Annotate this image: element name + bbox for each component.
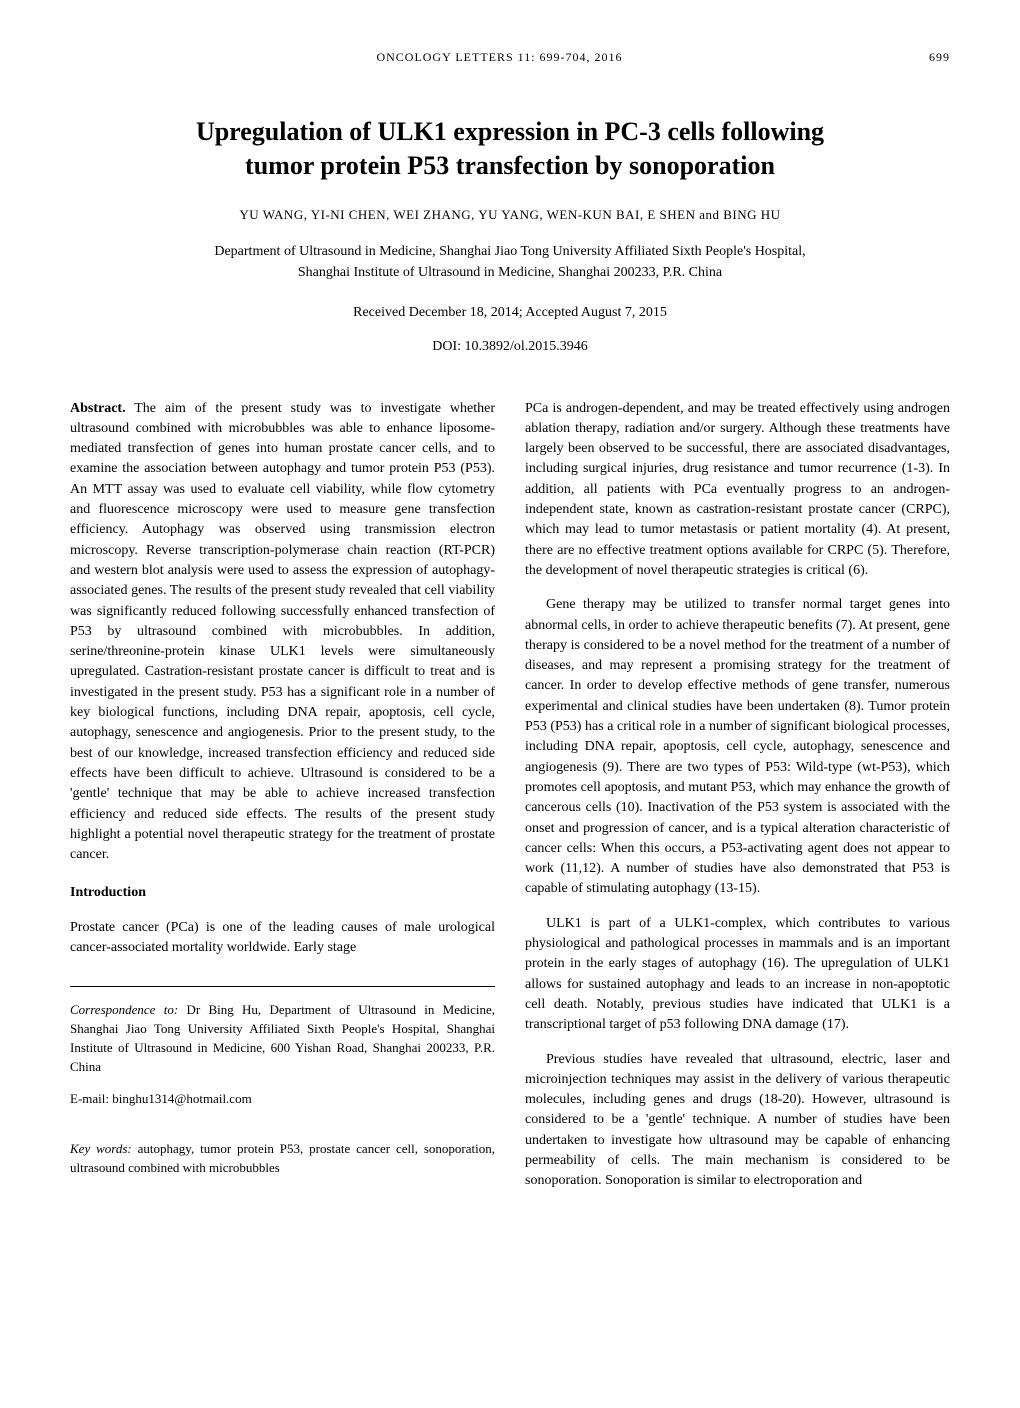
- footer-divider: [70, 986, 495, 987]
- email-value: binghu1314@hotmail.com: [112, 1091, 251, 1106]
- journal-header: ONCOLOGY LETTERS 11: 699-704, 2016 699: [70, 50, 950, 65]
- introduction-heading: Introduction: [70, 883, 495, 903]
- left-column: Abstract. The aim of the present study w…: [70, 385, 495, 1192]
- author-list: YU WANG, YI-NI CHEN, WEI ZHANG, YU YANG,…: [70, 207, 950, 223]
- right-para-1: PCa is androgen-dependent, and may be tr…: [525, 399, 950, 582]
- email-label: E-mail:: [70, 1091, 112, 1106]
- correspondence-label: Correspondence to:: [70, 1002, 178, 1017]
- affiliation-line-2: Shanghai Institute of Ultrasound in Medi…: [70, 262, 950, 283]
- keywords-paragraph: Key words: autophagy, tumor protein P53,…: [70, 1140, 495, 1178]
- abstract-paragraph: Abstract. The aim of the present study w…: [70, 399, 495, 866]
- article-title: Upregulation of ULK1 expression in PC-3 …: [70, 115, 950, 183]
- keywords-text: autophagy, tumor protein P53, prostate c…: [70, 1141, 495, 1175]
- title-line-2: tumor protein P53 transfection by sonopo…: [70, 149, 950, 183]
- abstract-text: The aim of the present study was to inve…: [70, 401, 495, 863]
- abstract-label: Abstract.: [70, 401, 126, 416]
- correspondence-block: Correspondence to: Dr Bing Hu, Departmen…: [70, 1001, 495, 1178]
- right-para-2: Gene therapy may be utilized to transfer…: [525, 595, 950, 899]
- right-column: PCa is androgen-dependent, and may be tr…: [525, 385, 950, 1192]
- received-date: Received December 18, 2014; Accepted Aug…: [70, 305, 950, 321]
- page-container: ONCOLOGY LETTERS 11: 699-704, 2016 699 U…: [0, 0, 1020, 1242]
- two-column-layout: Abstract. The aim of the present study w…: [70, 385, 950, 1192]
- right-para-4: Previous studies have revealed that ultr…: [525, 1050, 950, 1192]
- title-line-1: Upregulation of ULK1 expression in PC-3 …: [70, 115, 950, 149]
- affiliation-block: Department of Ultrasound in Medicine, Sh…: [70, 241, 950, 283]
- journal-line: ONCOLOGY LETTERS 11: 699-704, 2016: [376, 50, 622, 64]
- doi-line: DOI: 10.3892/ol.2015.3946: [70, 339, 950, 355]
- keywords-label: Key words:: [70, 1141, 132, 1156]
- page-number: 699: [929, 50, 950, 65]
- affiliation-line-1: Department of Ultrasound in Medicine, Sh…: [70, 241, 950, 262]
- right-para-3: ULK1 is part of a ULK1-complex, which co…: [525, 914, 950, 1036]
- intro-para-1: Prostate cancer (PCa) is one of the lead…: [70, 918, 495, 959]
- correspondence-email: E-mail: binghu1314@hotmail.com: [70, 1090, 495, 1109]
- correspondence-paragraph: Correspondence to: Dr Bing Hu, Departmen…: [70, 1001, 495, 1076]
